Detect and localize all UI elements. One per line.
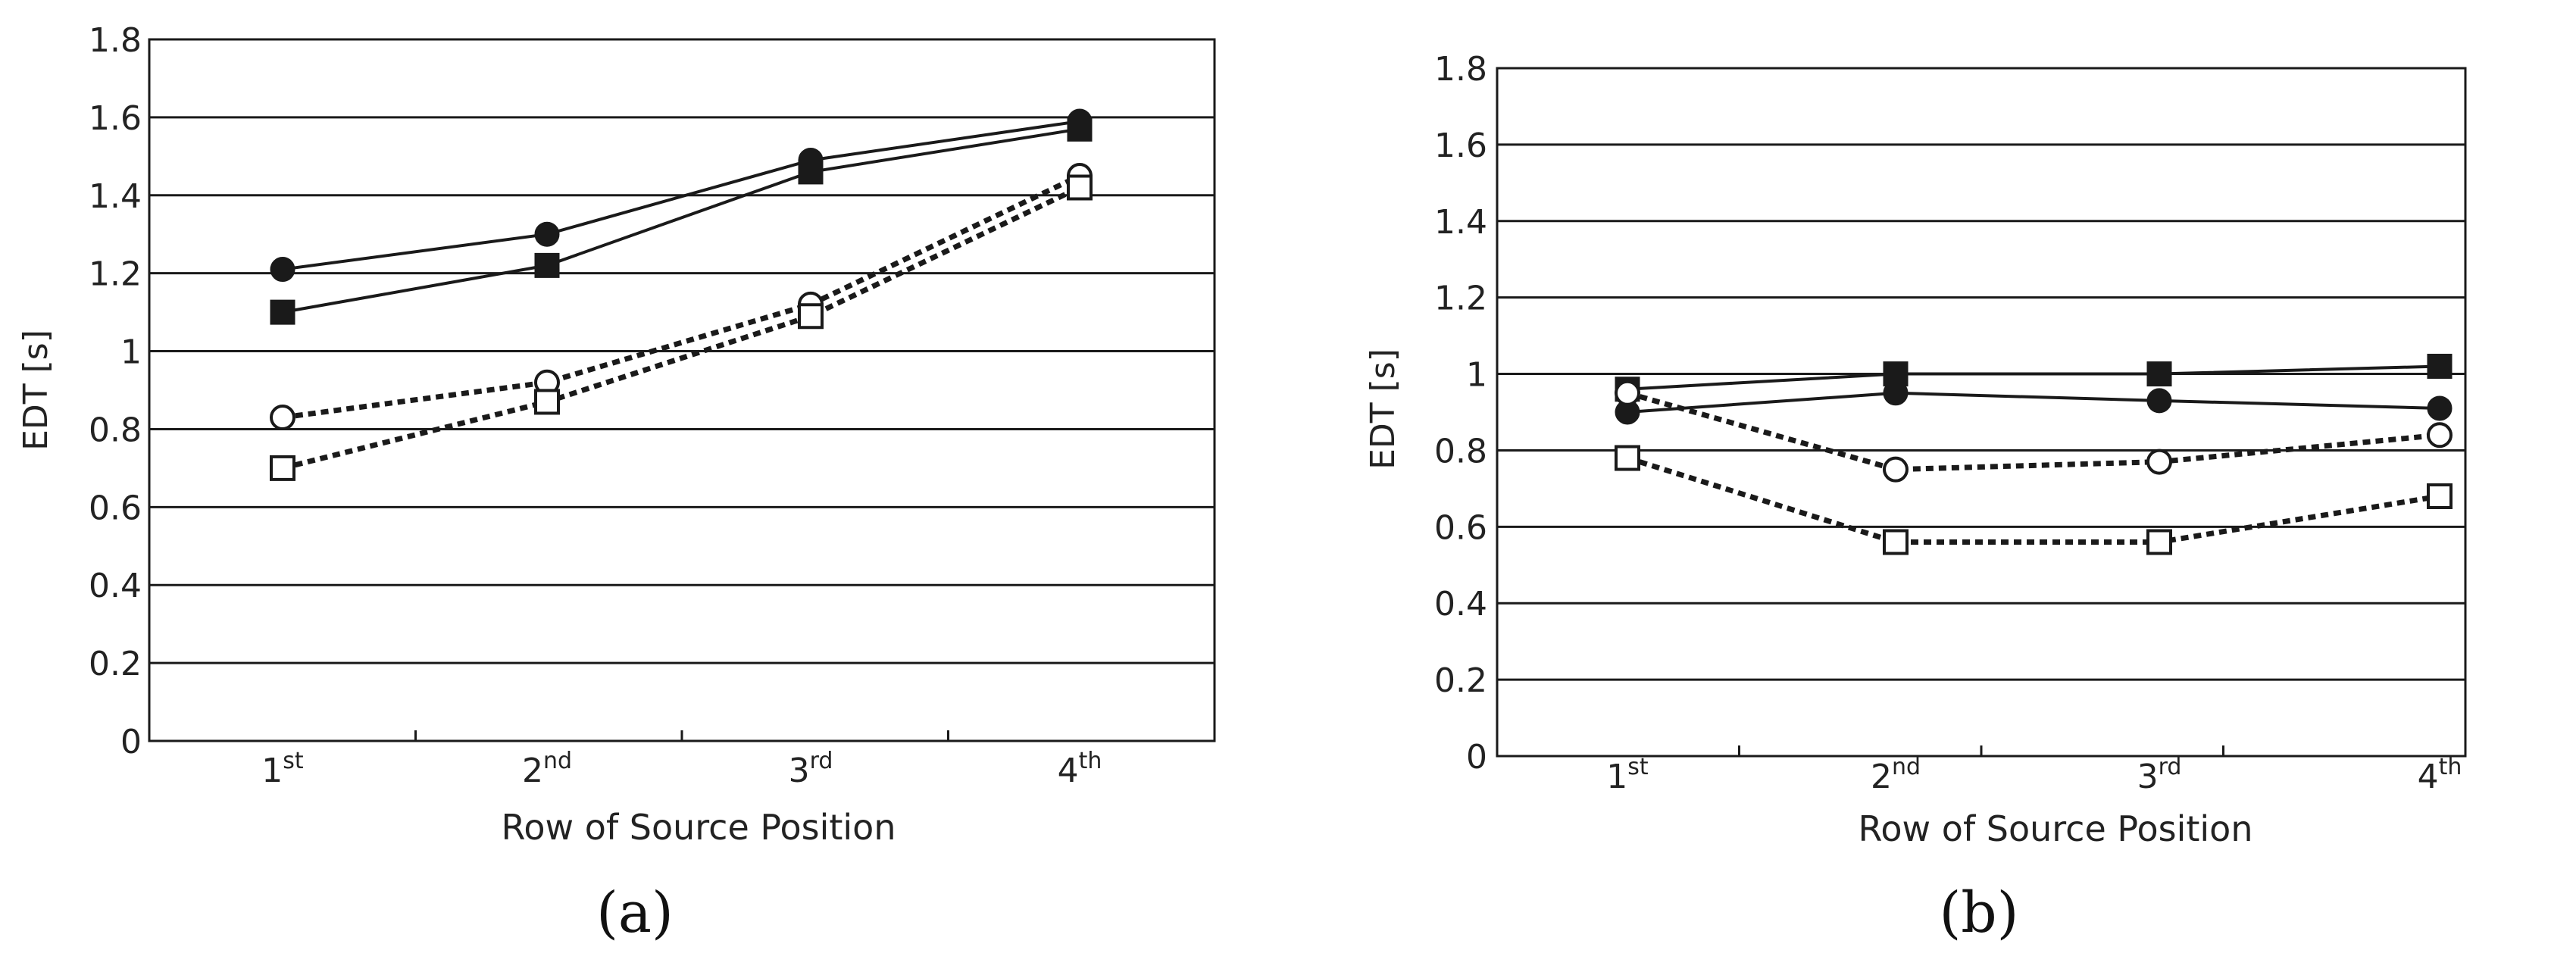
y-tick-label: 1	[1466, 356, 1487, 395]
data-point-open-square	[270, 455, 295, 481]
y-tick-label: 0.2	[1434, 661, 1487, 700]
x-tick-label: 1st	[261, 748, 304, 790]
data-point-filled-square	[534, 252, 560, 278]
y-tick-label: 0.8	[1434, 432, 1487, 470]
data-point-filled-square	[270, 299, 295, 325]
y-tick-label: 1.4	[89, 177, 142, 216]
data-point-open-square	[534, 389, 560, 415]
y-tick-label: 1.4	[1434, 203, 1487, 242]
x-tick-label: 2nd	[522, 748, 572, 790]
y-tick-label: 1.8	[89, 21, 142, 60]
x-axis-title: Row of Source Position	[502, 807, 896, 848]
x-tick-label: 3rd	[2137, 754, 2182, 796]
data-point-open-circle	[1615, 380, 1640, 406]
data-point-open-square	[1615, 445, 1640, 471]
series-line-filled-square	[282, 127, 1080, 314]
y-tick-label: 0.8	[89, 411, 142, 449]
data-point-open-square	[798, 303, 824, 330]
y-axis-title: EDT [s]	[1364, 348, 1402, 470]
y-tick-label: 1	[120, 333, 142, 372]
data-point-open-square	[1067, 174, 1093, 201]
series-line-open-circle	[282, 173, 1081, 420]
y-tick-label: 1.2	[1434, 280, 1487, 318]
y-tick-label: 0.6	[89, 489, 142, 527]
data-point-open-square	[2146, 529, 2172, 555]
y-tick-label: 0	[120, 723, 142, 761]
series-line-filled-square	[1627, 364, 2440, 391]
data-point-filled-square	[1883, 361, 1909, 387]
x-tick-label: 2nd	[1871, 754, 1921, 796]
y-tick-label: 0.4	[89, 567, 142, 605]
y-tick-label: 0.6	[1434, 508, 1487, 547]
series-line-filled-circle	[282, 120, 1080, 271]
data-point-open-square	[2427, 483, 2453, 509]
data-point-filled-circle	[534, 221, 560, 247]
data-point-filled-square	[2427, 353, 2453, 379]
data-point-filled-circle	[2146, 388, 2172, 414]
x-tick-label: 1st	[1606, 754, 1649, 796]
series-line-open-circle	[1627, 390, 2440, 473]
chart-panel-b: 0 0.2 0.4 0.6 0.8 1 1.2 1.4 1.6 1.8 1st 2nd 3rd 4th Ro…	[1364, 50, 2467, 849]
data-point-open-circle	[270, 405, 295, 431]
x-axis-title: Row of Source Position	[1859, 808, 2253, 849]
y-axis-title: EDT [s]	[17, 330, 55, 451]
panel-label-b: (b)	[1939, 880, 2018, 945]
y-tick-label: 1.6	[89, 99, 142, 138]
x-tick-label: 4th	[1058, 748, 1102, 790]
y-tick-label: 0.4	[1434, 585, 1487, 624]
data-point-filled-square	[798, 159, 824, 185]
y-tick-label: 1.8	[1434, 50, 1487, 89]
series-line-filled-circle	[1627, 391, 2440, 414]
chart-panel-a: 0 0.2 0.4 0.6 0.8 1 1.2 1.4 1.6 1.8 1st 2nd 3rd 4th Ro…	[17, 21, 1216, 848]
x-tick-label: 3rd	[789, 748, 833, 790]
data-point-open-circle	[2427, 422, 2453, 448]
data-point-open-square	[1883, 529, 1909, 555]
x-tick-label: 4th	[2418, 754, 2462, 796]
data-point-open-circle	[1883, 456, 1909, 483]
data-point-filled-square	[1067, 116, 1093, 142]
y-tick-label: 0	[1466, 738, 1487, 777]
data-point-filled-square	[2146, 361, 2172, 387]
data-point-filled-circle	[2427, 395, 2453, 421]
data-point-filled-circle	[270, 257, 295, 283]
data-point-open-circle	[2146, 448, 2172, 475]
panel-label-a: (a)	[596, 880, 674, 945]
y-tick-label: 1.2	[89, 255, 142, 294]
series-line-open-square	[282, 185, 1081, 471]
y-tick-label: 1.6	[1434, 127, 1487, 165]
y-tick-label: 0.2	[89, 645, 142, 683]
series-line-open-square	[1626, 455, 2440, 545]
plot-frame	[148, 38, 1216, 742]
